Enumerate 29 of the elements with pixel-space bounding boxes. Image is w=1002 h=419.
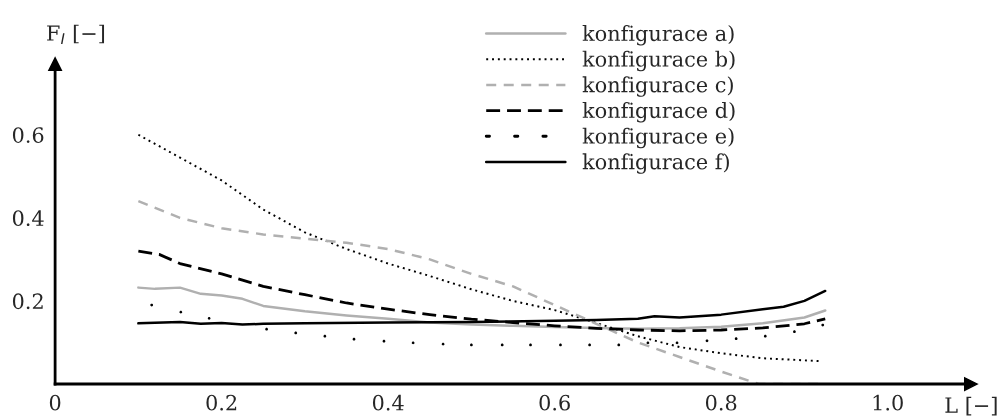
point [793,330,796,334]
x-tick-label: 0.6 [539,394,570,411]
x-tick-label: 0 [49,394,61,411]
point [617,343,621,347]
point [588,343,592,347]
legend-label: konfigurace b) [582,50,735,72]
x-tick-label: 0.2 [206,394,237,411]
y-tick-label: 0.4 [12,210,44,227]
x-tick-label: 0.4 [372,394,404,411]
x-tick-label: 0.8 [705,394,737,411]
point [207,316,211,320]
point [559,343,562,347]
legend-label: konfigurace c) [582,76,733,97]
y-axis-title: F$_{I}$ [−] [47,24,105,44]
point [294,331,298,335]
legend-label: konfigurace a) [582,25,734,46]
point [470,343,473,347]
y-tick-label: 0.6 [12,127,44,143]
point [821,323,825,327]
point [763,334,767,338]
legend-label: konfigurace f) [582,153,729,174]
point [265,327,268,331]
x-tick-label: 1.0 [873,394,903,411]
point [529,343,532,347]
y-tick-label: 0.2 [12,293,43,310]
legend-label: konfigurace d) [582,102,735,123]
point [150,303,154,307]
legend-label: konfigurace e) [582,127,734,149]
x-axis-title: L [−] [945,396,997,416]
